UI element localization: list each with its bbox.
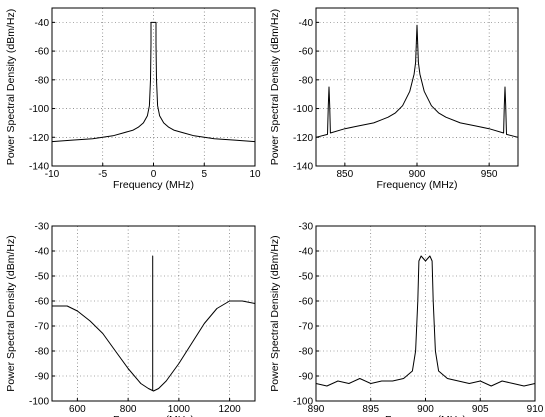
y-tick-label: -60 (35, 47, 50, 58)
x-tick-label: 850 (337, 169, 354, 180)
y-tick-label: -40 (35, 247, 50, 258)
y-tick-label: -140 (29, 162, 49, 173)
y-tick-label: -100 (29, 104, 49, 115)
x-tick-label: 1000 (168, 404, 191, 415)
y-tick-label: -90 (299, 372, 314, 383)
x-tick-label: 910 (527, 404, 544, 415)
x-tick-label: 5 (201, 169, 207, 180)
chart-panel-2: 850 900 950 -140 -120 -100 -80 -60 -40 Frequency … (269, 7, 519, 191)
y-tick-label: -120 (29, 133, 49, 144)
psd-trace-1 (315, 24, 519, 138)
y-tick-label: -80 (35, 75, 50, 86)
x-tick-label: -5 (98, 169, 107, 180)
psd-trace-1 (315, 255, 536, 387)
y-tick-label: -100 (293, 397, 313, 408)
x-axis-label: Frequency (MHz) (376, 179, 457, 191)
y-axis-label: Power Spectral Density (dBm/Hz) (269, 235, 281, 391)
y-tick-label: -30 (299, 222, 314, 233)
y-tick-label: -140 (293, 162, 313, 173)
y-tick-label: -30 (35, 222, 50, 233)
y-tick-label: -90 (35, 372, 50, 383)
x-tick-label: 905 (472, 404, 489, 415)
y-tick-label: -40 (299, 18, 314, 29)
y-tick-label: -40 (35, 18, 50, 29)
x-tick-label: -10 (45, 169, 60, 180)
x-tick-label: 895 (362, 404, 379, 415)
y-axis-label: Power Spectral Density (dBm/Hz) (269, 9, 281, 165)
x-axis-label: Frequency (MHz) (385, 414, 466, 417)
y-tick-label: -120 (293, 133, 313, 144)
plot-frame (51, 7, 256, 167)
y-tick-label: -80 (299, 347, 314, 358)
x-tick-label: 900 (409, 169, 426, 180)
x-tick-label: 900 (417, 404, 434, 415)
y-tick-label: -50 (35, 272, 50, 283)
x-tick-label: 0 (151, 169, 157, 180)
y-tick-label: -70 (299, 322, 314, 333)
x-tick-label: 800 (120, 404, 137, 415)
y-tick-label: -70 (35, 322, 50, 333)
x-tick-label: 950 (481, 169, 498, 180)
y-tick-label: -50 (299, 272, 314, 283)
chart-panel-3: 600 800 1000 1200 -100 -90 -80 -70 -60 -50 -40 -30 F… (5, 222, 256, 417)
y-axis-label: Power Spectral Density (dBm/Hz) (5, 9, 17, 165)
y-tick-label: -80 (35, 347, 50, 358)
y-tick-label: -100 (29, 397, 49, 408)
chart-panel-1: -10 -5 0 5 10 -140 -120 -100 -80 -60 -40 Frequency … (5, 7, 261, 191)
x-tick-label: 890 (308, 404, 325, 415)
chart-panel-4: 890 895 900 905 910 -100 -90 -80 -70 -60 -50 -40 -30… (269, 222, 544, 417)
x-axis-label: Frequency (MHz) (113, 179, 194, 191)
y-tick-label: -100 (293, 104, 313, 115)
y-tick-label: -80 (299, 75, 314, 86)
psd-trace-1 (52, 300, 256, 392)
plot-frame (51, 225, 256, 402)
x-tick-label: 10 (249, 169, 261, 180)
y-tick-label: -60 (299, 47, 314, 58)
y-tick-label: -40 (299, 247, 314, 258)
x-tick-label: 1200 (219, 404, 242, 415)
psd-trace-1 (51, 21, 256, 143)
x-axis-label: Frequency (MHz) (113, 414, 194, 417)
x-tick-label: 600 (69, 404, 86, 415)
y-tick-label: -60 (35, 297, 50, 308)
y-tick-label: -60 (299, 297, 314, 308)
y-axis-label: Power Spectral Density (dBm/Hz) (5, 235, 17, 391)
